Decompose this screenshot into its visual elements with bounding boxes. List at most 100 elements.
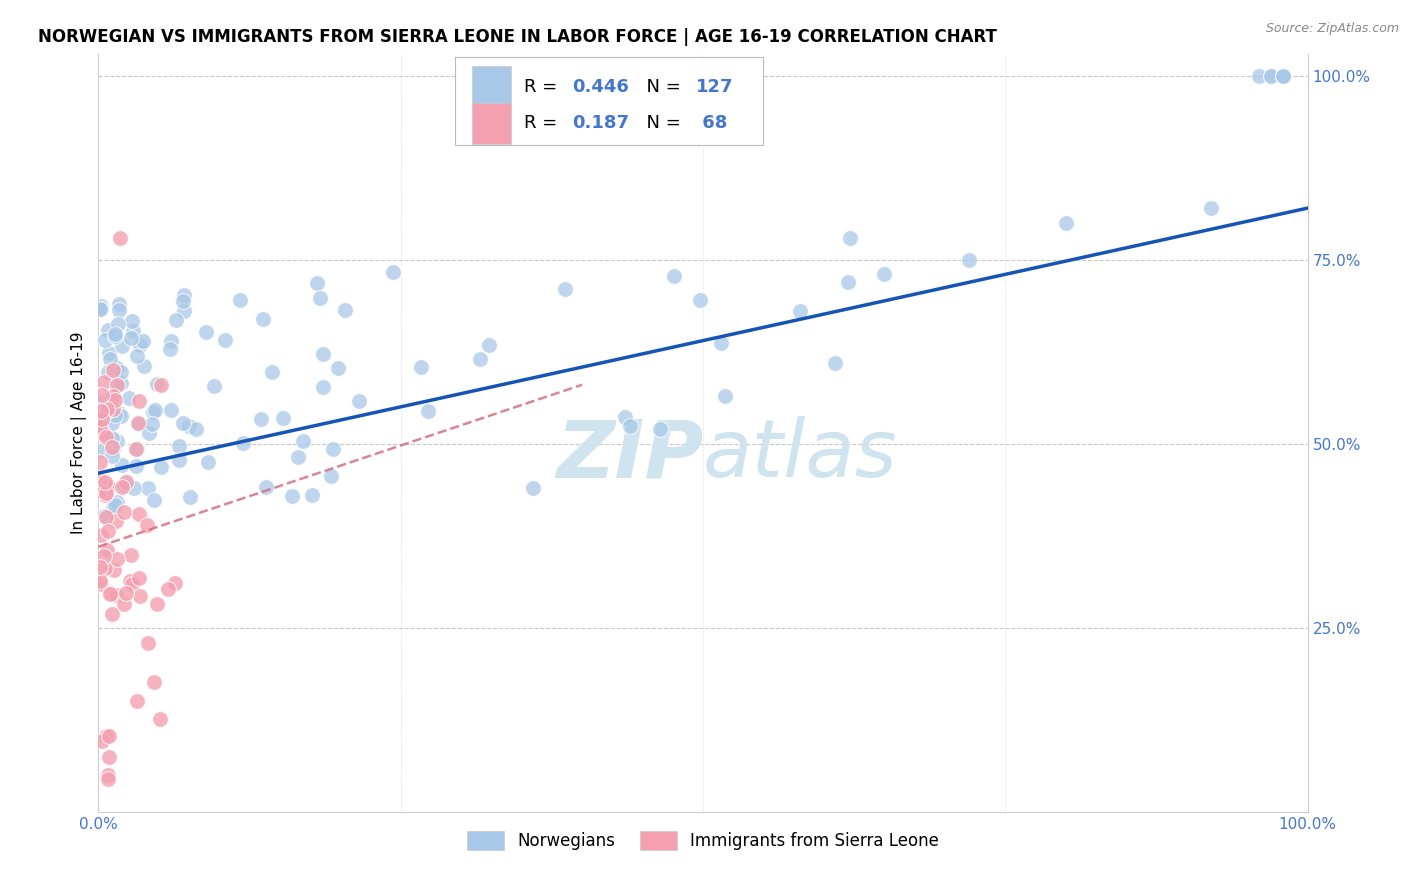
Point	[957, 252, 980, 267]
Point	[111, 458, 134, 473]
Point	[97, 524, 120, 538]
Point	[522, 481, 544, 495]
Point	[90, 388, 112, 402]
Point	[1260, 69, 1282, 83]
Point	[110, 365, 132, 379]
Point	[96, 402, 118, 417]
Point	[232, 435, 254, 450]
Point	[107, 317, 129, 331]
Point	[105, 377, 128, 392]
Point	[614, 410, 637, 425]
Text: ZIP: ZIP	[555, 417, 703, 494]
Point	[150, 378, 173, 392]
Point	[94, 486, 117, 500]
Point	[129, 590, 152, 604]
Text: Source: ZipAtlas.com: Source: ZipAtlas.com	[1265, 22, 1399, 36]
Point	[172, 416, 194, 430]
Point	[650, 422, 672, 436]
Point	[97, 365, 120, 379]
Point	[173, 304, 195, 318]
Point	[135, 517, 157, 532]
Point	[142, 405, 165, 419]
Point	[311, 380, 333, 394]
Point	[197, 455, 219, 469]
Point	[107, 361, 129, 376]
Point	[90, 404, 112, 418]
Point	[110, 409, 132, 423]
Point	[1249, 69, 1271, 83]
Point	[179, 490, 201, 504]
Point	[177, 418, 200, 433]
Point	[105, 588, 128, 602]
Point	[789, 304, 811, 318]
Point	[93, 508, 115, 523]
Point	[322, 442, 344, 457]
Point	[97, 768, 120, 782]
Point	[100, 607, 122, 622]
Point	[93, 549, 115, 563]
Point	[145, 377, 167, 392]
Point	[90, 576, 112, 591]
Point	[97, 479, 120, 493]
Point	[94, 405, 117, 419]
FancyBboxPatch shape	[472, 66, 510, 107]
Point	[416, 403, 439, 417]
Legend: Norwegians, Immigrants from Sierra Leone: Norwegians, Immigrants from Sierra Leone	[460, 824, 946, 856]
Point	[111, 339, 134, 353]
Point	[1199, 201, 1222, 215]
Point	[839, 231, 862, 245]
Point	[100, 586, 122, 600]
Point	[105, 377, 128, 392]
Point	[101, 449, 124, 463]
Point	[97, 346, 120, 360]
Text: N =: N =	[636, 114, 686, 132]
Point	[89, 472, 111, 486]
Point	[101, 442, 124, 456]
Point	[105, 434, 128, 449]
Point	[125, 693, 148, 707]
Point	[101, 363, 124, 377]
Point	[326, 360, 349, 375]
Point	[478, 337, 501, 351]
Point	[121, 325, 143, 339]
Point	[824, 356, 846, 370]
Point	[112, 505, 135, 519]
Point	[96, 542, 118, 557]
Point	[94, 475, 117, 489]
Text: N =: N =	[636, 78, 686, 95]
Point	[689, 293, 711, 307]
Point	[1272, 69, 1295, 83]
Point	[1260, 69, 1282, 83]
Point	[1054, 216, 1077, 230]
Point	[104, 499, 127, 513]
Point	[250, 412, 273, 426]
Point	[409, 360, 432, 375]
Point	[136, 636, 159, 650]
Point	[90, 299, 112, 313]
Point	[121, 314, 143, 328]
Point	[333, 302, 356, 317]
Point	[165, 312, 187, 326]
Point	[94, 729, 117, 743]
Point	[837, 275, 859, 289]
Point	[141, 417, 163, 432]
Point	[873, 268, 896, 282]
Point	[120, 548, 142, 562]
Point	[98, 587, 121, 601]
Point	[271, 411, 294, 425]
Point	[112, 597, 135, 611]
Point	[118, 391, 141, 405]
Point	[108, 230, 131, 244]
Point	[89, 418, 111, 433]
Point	[114, 586, 136, 600]
Point	[381, 265, 404, 279]
Point	[252, 312, 274, 326]
Point	[105, 552, 128, 566]
Point	[169, 439, 191, 453]
Point	[309, 291, 332, 305]
Point	[127, 442, 149, 456]
Point	[710, 336, 733, 351]
Point	[136, 481, 159, 495]
Point	[169, 453, 191, 467]
Point	[94, 480, 117, 494]
